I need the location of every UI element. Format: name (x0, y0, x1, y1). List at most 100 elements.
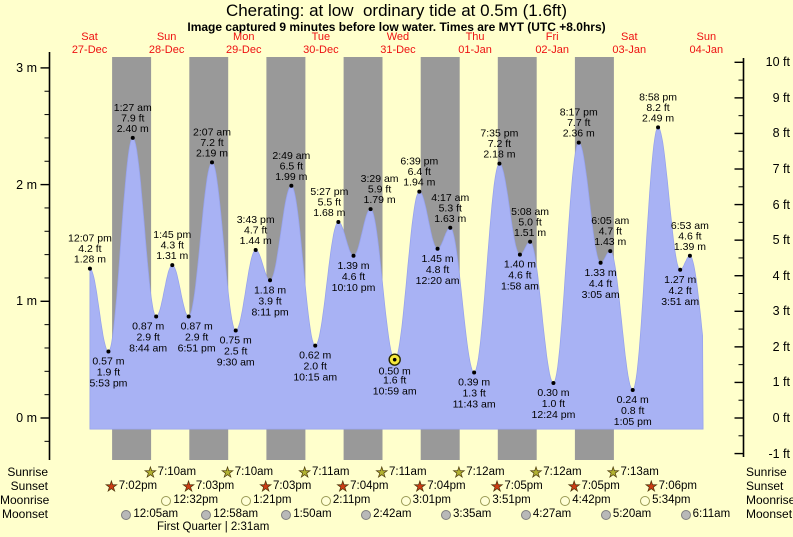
moonset-time: 1:50am (281, 508, 332, 521)
moonset-time-text: 2:42am (373, 508, 412, 520)
moonset-time: 12:05am (121, 508, 178, 521)
moonrise-label-right: Moonrise (746, 493, 793, 507)
sunrise-time: ★ 7:12am (452, 465, 504, 480)
tide-annotation-high: 3:29 am5.9 ft1.79 m (361, 173, 399, 212)
tide-annotation-line: 2:07 am (193, 126, 231, 138)
moonset-time-text: 1:50am (293, 508, 332, 520)
sunrise-time-text: 7:13am (620, 466, 659, 478)
tide-annotation-line: 5.3 ft (439, 202, 462, 214)
tide-extreme-dot (551, 380, 556, 385)
tide-annotation-line: 1.3 ft (462, 387, 485, 399)
moonset-time: 6:11am (680, 508, 730, 521)
sunrise-time: ★ 7:13am (607, 465, 659, 480)
moonset-circle-icon (680, 509, 691, 520)
tide-annotation-line: 9:30 am (217, 356, 255, 368)
day-header: Tue 30-Dec (285, 31, 357, 56)
tide-annotation-high: 6:05 am4.7 ft1.43 m (591, 215, 629, 254)
tide-annotation-line: 1.39 m (337, 260, 369, 272)
tide-annotation-line: 0.75 m (220, 334, 252, 346)
moonrise-time-text: 2:11pm (332, 494, 371, 506)
tide-annotation-line: 7:35 pm (480, 128, 518, 140)
day-header: Sat 03-Jan (593, 31, 665, 56)
tide-annotation-line: 1.33 m (585, 267, 617, 279)
tide-curve-area (89, 126, 704, 430)
tide-annotation-high: 8:17 pm7.7 ft2.36 m (560, 107, 598, 145)
tide-annotation-line: 5:53 pm (89, 377, 127, 389)
moonrise-time: 2:11pm (320, 494, 371, 507)
moonrise-time-text: 1:21pm (253, 494, 292, 506)
tide-annotation-line: 11:43 am (453, 398, 496, 410)
moonset-time: 12:58am (201, 508, 258, 521)
tide-annotation-line: 2.36 m (563, 128, 595, 140)
moonrise-circle-icon (480, 495, 491, 506)
tide-annotation-low: 1.40 m4.6 ft1:58 am (501, 252, 539, 293)
moonrise-time-text: 3:51pm (492, 494, 531, 506)
moonset-time: 2:42am (361, 508, 411, 521)
sunset-time: ★ 7:05pm (568, 479, 620, 494)
y-axis-label-right: 4 ft (772, 268, 790, 283)
tide-extreme-dot (497, 161, 502, 166)
tide-annotation-line: 12:20 am (416, 275, 460, 287)
tide-annotation-line: 8:58 pm (639, 91, 677, 103)
tide-extreme-dot (351, 253, 356, 258)
moonrise-circle-icon (400, 495, 411, 506)
tide-extreme-dot (517, 252, 522, 257)
tide-extreme-dot (336, 219, 341, 224)
tide-annotation-high: 4:17 am5.3 ft1.63 m (431, 192, 469, 230)
tide-annotation-line: 3:29 am (361, 173, 399, 185)
moonset-time: 3:35am (441, 508, 491, 521)
sunset-time-text: 7:05pm (504, 480, 543, 492)
tide-annotation-line: 5.5 ft (318, 196, 341, 208)
tide-annotation-line: 2.0 ft (304, 361, 327, 373)
tide-annotation-line: 3:05 am (582, 289, 620, 301)
sunrise-label-right: Sunrise (746, 465, 787, 479)
y-axis-label-right: 2 ft (772, 339, 790, 354)
tide-annotation-line: 1.27 m (664, 274, 696, 286)
sunrise-time-text: 7:12am (543, 466, 582, 478)
tide-annotation-line: 1.31 m (156, 250, 188, 262)
moonrise-circle-icon (161, 495, 172, 506)
tide-annotation-high: 1:45 pm4.3 ft1.31 m (153, 229, 191, 268)
tide-annotation-low: 0.87 m2.9 ft6:51 pm (178, 314, 216, 354)
tide-extreme-dot (106, 349, 111, 354)
tide-annotation-line: 5:08 am (511, 206, 549, 218)
tide-extreme-dot (154, 314, 159, 319)
tide-annotation-line: 1.68 m (313, 207, 345, 219)
tide-annotation-line: 10:10 pm (332, 282, 376, 294)
tide-annotation-line: 6:39 pm (400, 156, 438, 168)
y-axis-label-left: 0 m (16, 411, 37, 425)
moonrise-time-text: 12:32pm (173, 494, 219, 506)
sunset-label-left: Sunset (10, 479, 48, 493)
sunrise-time: ★ 7:11am (375, 465, 426, 480)
sunset-time-text: 7:04pm (350, 480, 389, 492)
tide-annotation-line: 7.2 ft (488, 138, 511, 150)
tide-extreme-dot (687, 253, 692, 258)
tide-annotation-line: 2.5 ft (224, 345, 247, 357)
sunrise-label-left: Sunrise (7, 465, 48, 479)
sunset-star-icon: ★ (490, 478, 504, 494)
tide-annotation-line: 2.40 m (117, 123, 149, 135)
moonset-label-right: Moonset (746, 507, 793, 521)
y-axis-label-right: -1 ft (768, 446, 790, 461)
tide-annotation-low: 0.75 m2.5 ft9:30 am (217, 328, 255, 368)
page-subtitle: Image captured 9 minutes before low wate… (187, 20, 606, 34)
moonset-circle-icon (201, 509, 212, 520)
day-header: Mon 29-Dec (208, 31, 280, 56)
tide-annotation-line: 1.44 m (240, 235, 272, 247)
sunset-star-icon: ★ (105, 478, 118, 494)
tide-extreme-dot (209, 160, 214, 165)
day-date: 01-Jan (458, 43, 492, 56)
moonset-row: Moonset Moonset 12:05am 12:58am 1:50am 2:42… (0, 508, 793, 522)
tide-annotation-line: 0.24 m (617, 394, 649, 406)
tide-annotation-line: 1:27 am (114, 102, 152, 114)
tide-extreme-dot (268, 278, 273, 283)
tide-annotation-line: 1.94 m (403, 177, 435, 189)
tide-annotation-high: 5:08 am5.0 ft1.51 m (511, 206, 549, 244)
moonrise-circle-icon (560, 495, 571, 506)
tide-annotation-line: 2.18 m (483, 149, 515, 161)
